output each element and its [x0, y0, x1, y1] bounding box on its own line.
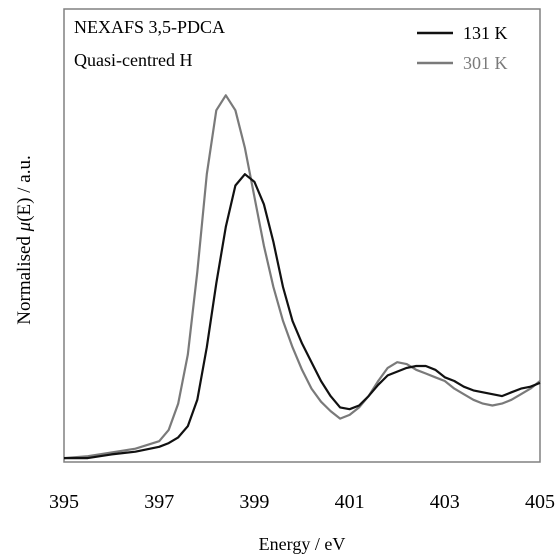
x-tick-label: 405 — [525, 491, 555, 513]
legend: 131 K 301 K — [417, 23, 508, 73]
series-line-301k — [63, 94, 541, 460]
legend-label-131k: 131 K — [463, 23, 508, 43]
x-axis-ticks: 395 397 399 401 403 405 — [49, 491, 555, 513]
x-tick-label: 395 — [49, 491, 79, 513]
plot-frame — [63, 8, 541, 463]
y-axis-label-mu: μ — [14, 222, 35, 233]
x-tick-label: 403 — [430, 491, 460, 513]
legend-label-301k: 301 K — [463, 53, 508, 73]
x-tick-label: 401 — [335, 491, 365, 513]
title-line-2: Quasi-centred H — [74, 50, 192, 70]
series-line-131k — [64, 173, 541, 460]
y-axis-label-prefix: Normalised — [14, 231, 35, 324]
series-layer — [63, 94, 541, 460]
y-axis-label: Normalised μ(E) / a.u. — [14, 155, 35, 324]
x-tick-label: 397 — [144, 491, 174, 513]
title-line-1: NEXAFS 3,5-PDCA — [74, 17, 225, 37]
x-tick-label: 399 — [239, 491, 269, 513]
y-axis-label-suffix: (E) / a.u. — [14, 155, 35, 221]
x-axis-label: Energy / eV — [259, 534, 346, 554]
